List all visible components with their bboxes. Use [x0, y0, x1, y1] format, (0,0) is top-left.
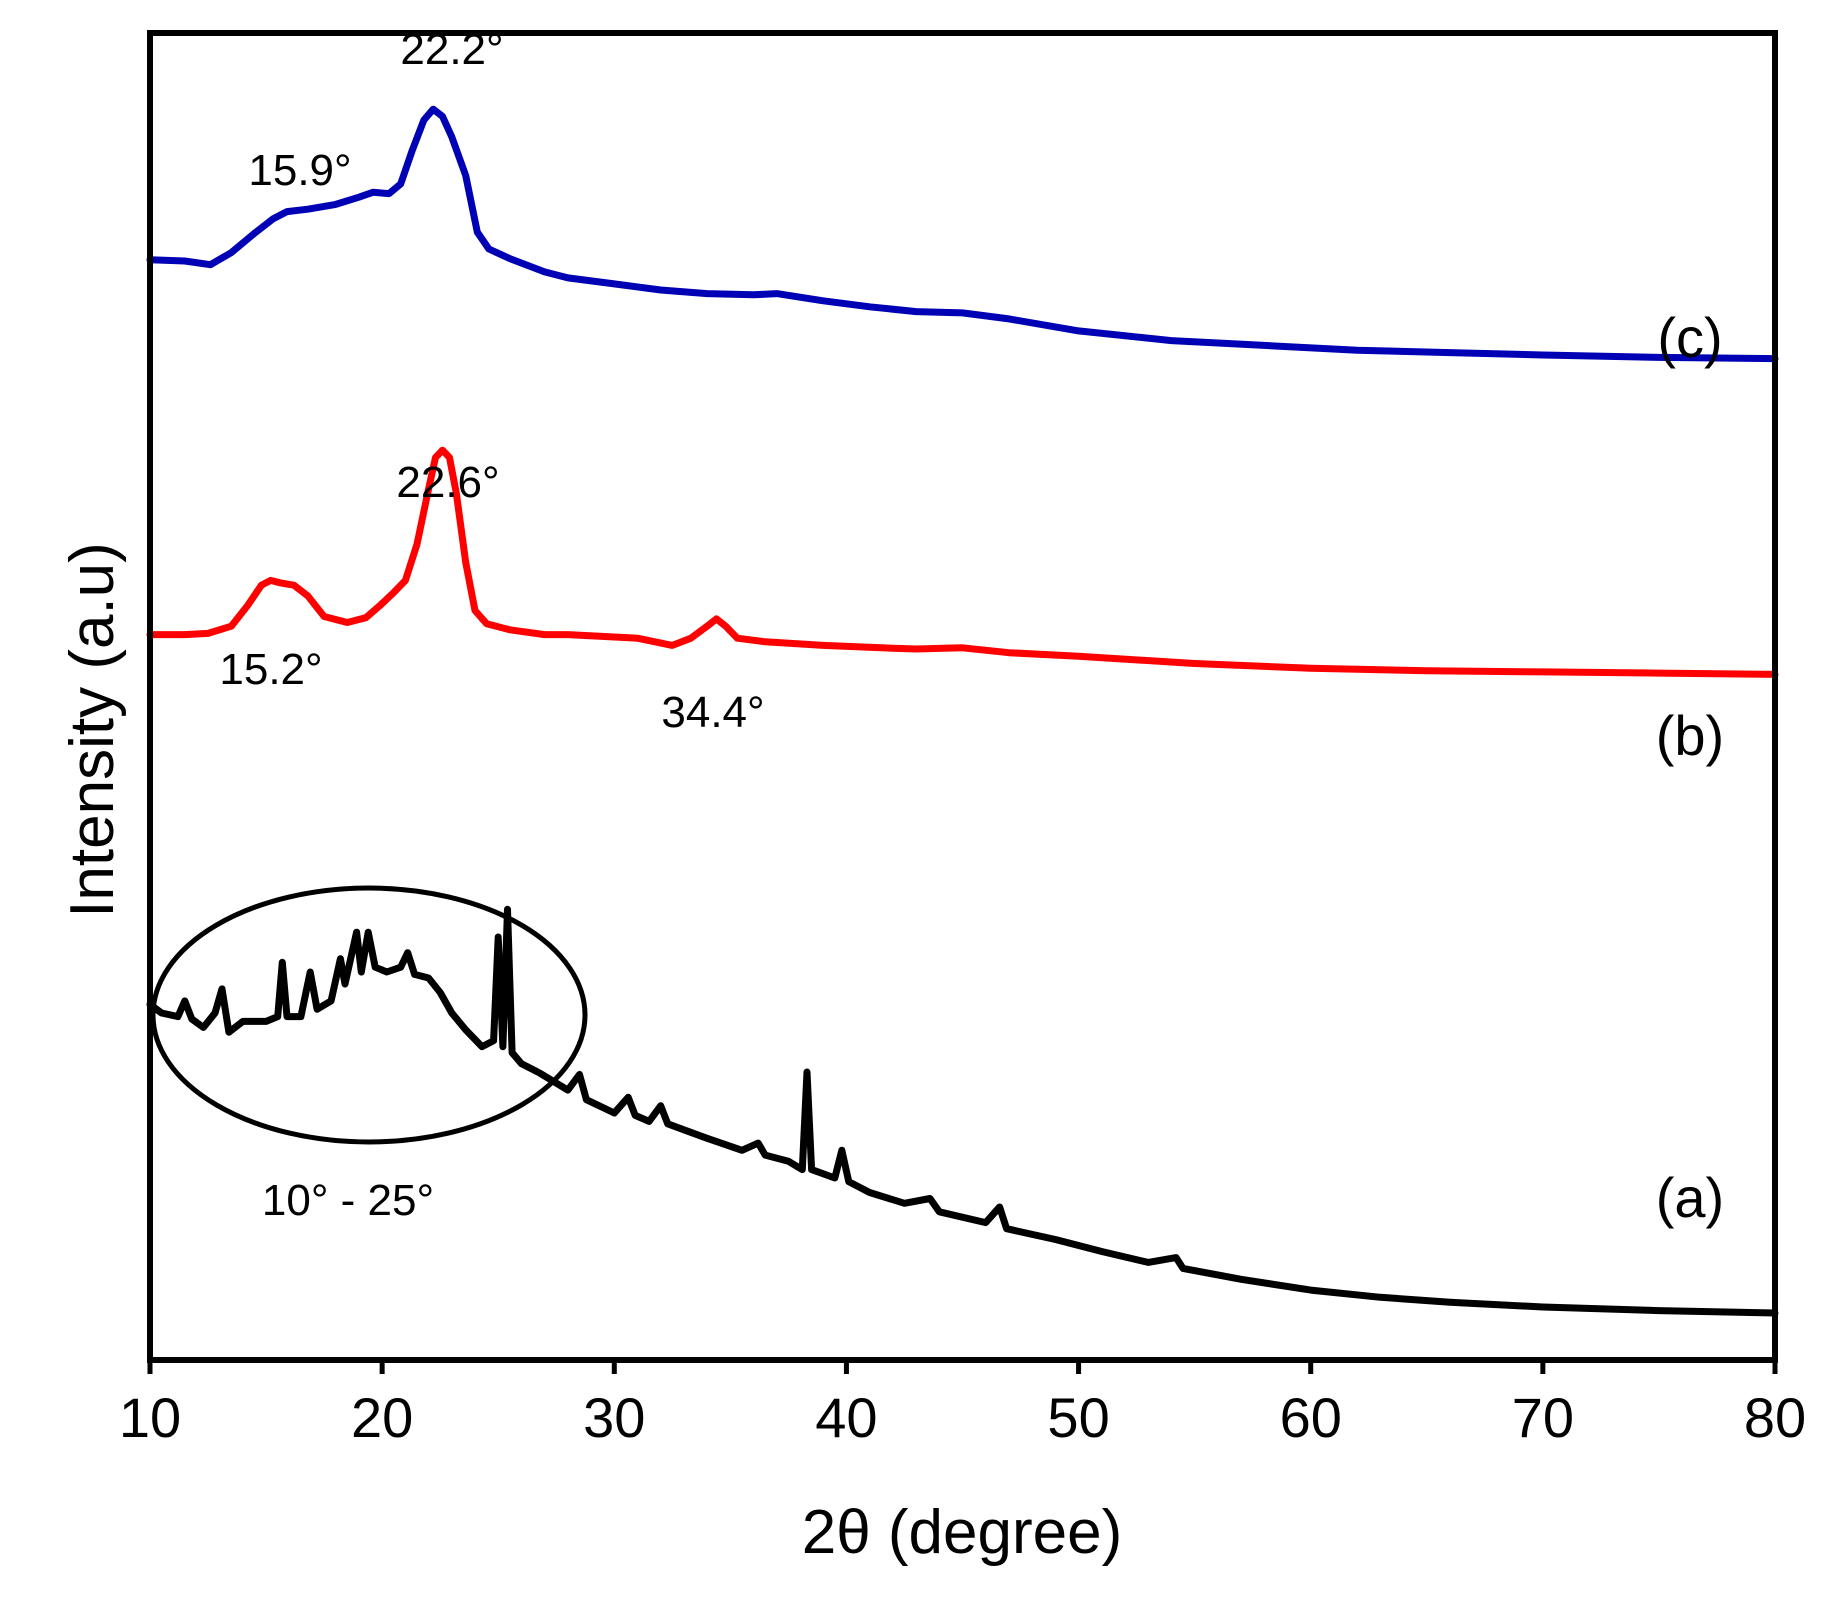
x-tick-label: 40 [815, 1386, 877, 1449]
x-tick-label: 30 [583, 1386, 645, 1449]
x-tick-label: 50 [1047, 1386, 1109, 1449]
peak-label-c-15-9: 15.9° [248, 146, 351, 195]
x-axis: 10 20 30 40 50 60 70 80 [119, 1360, 1806, 1449]
x-tick-label: 60 [1280, 1386, 1342, 1449]
x-tick-label: 70 [1512, 1386, 1574, 1449]
peak-label-c-22-2: 22.2° [400, 25, 503, 74]
series-line-b [146, 446, 1779, 678]
series-label-b: (b) [1656, 704, 1724, 767]
peak-label-b-34-4: 34.4° [661, 688, 764, 737]
series-layer [146, 105, 1779, 1317]
x-tick-label: 20 [351, 1386, 413, 1449]
region-label-a: 10° - 25° [262, 1176, 434, 1225]
series-label-c: (c) [1657, 306, 1722, 369]
peak-label-b-22-6: 22.6° [396, 458, 499, 507]
peak-label-b-15-2: 15.2° [219, 645, 322, 694]
x-tick-label: 80 [1744, 1386, 1806, 1449]
x-axis-title: 2θ (degree) [802, 1498, 1123, 1567]
series-line-a [146, 905, 1779, 1317]
y-axis-title: Intensity (a.u) [58, 542, 127, 918]
series-label-a: (a) [1656, 1166, 1724, 1229]
plot-frame [147, 30, 1778, 1363]
series-line-c [146, 105, 1779, 363]
x-tick-label: 10 [119, 1386, 181, 1449]
